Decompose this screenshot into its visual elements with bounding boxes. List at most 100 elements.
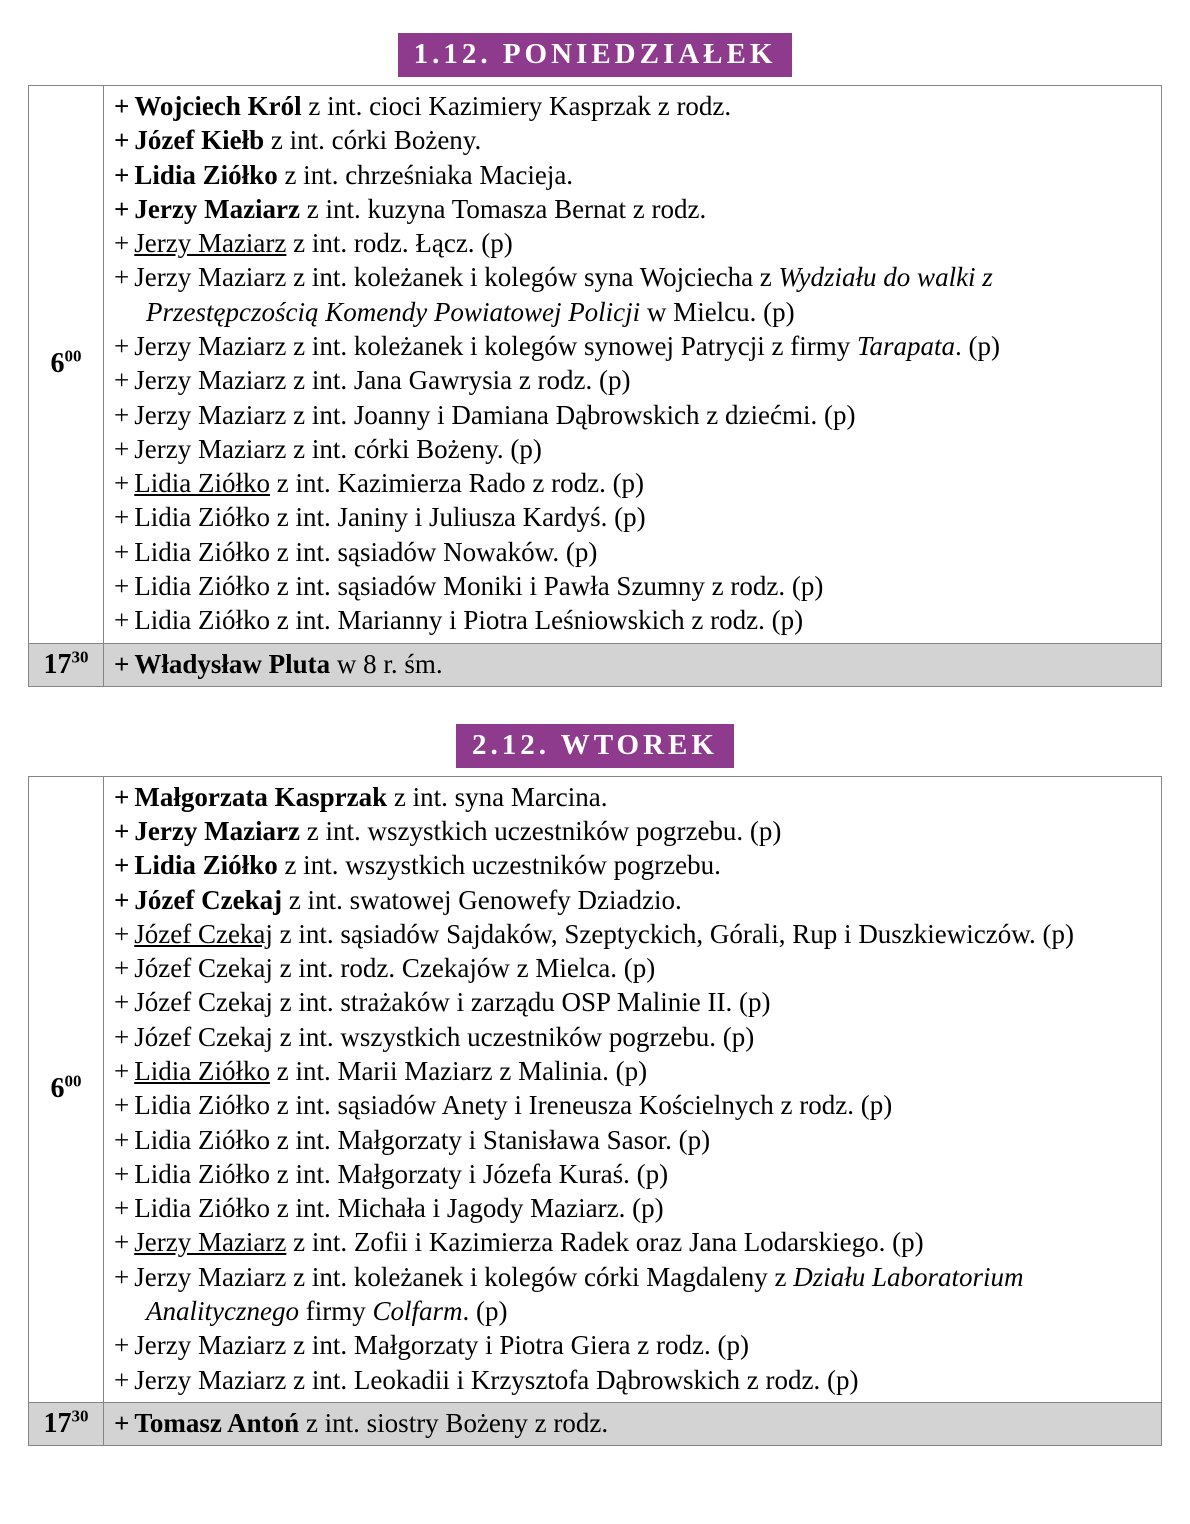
plus-marker: +	[114, 1056, 130, 1087]
intention-text: Lidia Ziółko z int. Janiny i Juliusza Ka…	[134, 502, 645, 532]
intention-segment: Jerzy Maziarz	[134, 193, 301, 224]
intention-text: Jerzy Maziarz z int. Małgorzaty i Piotra…	[134, 1330, 749, 1360]
plus-marker: +	[114, 884, 130, 915]
plus-marker: +	[114, 502, 130, 533]
intention-line: + Józef Czekaj z int. rodz. Czekajów z Mi…	[114, 951, 1153, 985]
intention-text: Jerzy Maziarz z int. Leokadii i Krzyszto…	[134, 1365, 858, 1395]
mass-intentions-cell: + Małgorzata Kasprzak z int. syna Marcina…	[103, 775, 1162, 1403]
intention-text: Jerzy Maziarz z int. koleżanek i kolegów…	[134, 262, 993, 326]
intention-segment: z int. córki Bożeny.	[264, 125, 482, 156]
intention-line: + Jerzy Maziarz z int. kuzyna Tomasza Ber…	[114, 192, 1153, 226]
intention-line: + Józef Czekaj z int. wszystkich uczestni…	[114, 1020, 1153, 1054]
intention-text: Lidia Ziółko z int. Małgorzaty i Józefa …	[134, 1159, 668, 1189]
intention-segment: Jerzy Maziarz z int. koleżanek i kolegów…	[134, 330, 857, 361]
mass-time-hour: 17	[43, 648, 72, 680]
intention-segment: z int. siostry Bożeny z rodz.	[299, 1407, 609, 1438]
intention-segment: Jerzy Maziarz	[134, 816, 301, 847]
intention-segment: Jerzy Maziarz z int. Małgorzaty i Piotra…	[134, 1330, 749, 1361]
intention-line: + Lidia Ziółko z int. Małgorzaty i Józefa…	[114, 1157, 1153, 1191]
mass-intentions-cell: + Władysław Pluta w 8 r. śm.	[103, 642, 1162, 687]
mass-row: 1730 + Władysław Pluta w 8 r. śm.	[28, 642, 1162, 687]
intention-line: + Jerzy Maziarz z int. Joanny i Damiana D…	[114, 398, 1153, 432]
intention-segment: Wojciech Król	[134, 91, 302, 121]
plus-marker: +	[114, 1407, 130, 1438]
intention-segment: Wydziału do walki z Przestępczością Kome…	[146, 262, 993, 327]
intention-line: + Władysław Pluta w 8 r. śm.	[114, 647, 1153, 681]
intention-segment: z int. Kazimierza Rado z rodz. (p)	[269, 468, 645, 499]
intention-segment: Lidia Ziółko z int. Marianny i Piotra Le…	[134, 605, 804, 636]
intention-text: Jerzy Maziarz z int. koleżanek i kolegów…	[134, 331, 1000, 361]
mass-time-minutes: 30	[71, 1406, 89, 1426]
intention-text: Józef Czekaj z int. wszystkich uczestnik…	[134, 1022, 754, 1052]
plus-marker: +	[114, 953, 130, 984]
intention-segment: Jerzy Maziarz z int. koleżanek i kolegów…	[134, 262, 779, 293]
intention-segment: . (p)	[955, 330, 1001, 361]
intention-segment: z int. swatowej Genowefy Dziadzio.	[282, 884, 682, 915]
intention-text: Jerzy Maziarz z int. koleżanek i kolegów…	[134, 1262, 1023, 1326]
intention-segment: Jerzy Maziarz z int. córki Bożeny. (p)	[134, 433, 542, 464]
plus-marker: +	[114, 1021, 130, 1052]
plus-marker: +	[114, 605, 130, 636]
mass-time: 1730	[28, 642, 104, 687]
plus-marker: +	[114, 1227, 130, 1258]
intention-segment: z int. syna Marcina.	[387, 781, 608, 812]
intention-segment: z int. sąsiadów Sajdaków, Szeptyckich, G…	[272, 918, 1074, 949]
intention-text: Tomasz Antoń z int. siostry Bożeny z rod…	[134, 1408, 608, 1438]
intention-segment: firmy	[298, 1296, 373, 1326]
intention-line: + Lidia Ziółko z int. sąsiadów Anety i Ir…	[114, 1088, 1153, 1122]
mass-time: 1730	[28, 1401, 104, 1447]
intention-segment: w Mielcu. (p)	[640, 296, 795, 327]
plus-marker: +	[114, 1124, 130, 1155]
intention-line: + Lidia Ziółko z int. wszystkich uczestni…	[114, 848, 1153, 882]
intention-line: + Jerzy Maziarz z int. Małgorzaty i Piotr…	[114, 1328, 1153, 1362]
plus-marker: +	[114, 365, 130, 396]
intention-segment: Jerzy Maziarz z int. Jana Gawrysia z rod…	[134, 365, 631, 396]
intention-text: Lidia Ziółko z int. sąsiadów Anety i Ire…	[134, 1090, 892, 1120]
intention-line: + Jerzy Maziarz z int. Jana Gawrysia z ro…	[114, 363, 1153, 397]
plus-marker: +	[114, 1261, 130, 1292]
plus-marker: +	[114, 850, 130, 881]
intention-text: Józef Czekaj z int. strażaków i zarządu …	[134, 987, 770, 1017]
mass-time-minutes: 00	[64, 346, 82, 366]
mass-schedule-table: 600 + Wojciech Król z int. cioci Kazimier…	[28, 85, 1162, 687]
intention-segment: z int. Zofii i Kazimierza Radek oraz Jan…	[286, 1227, 924, 1258]
intention-segment: Jerzy Maziarz z int. koleżanek i kolegów…	[134, 1261, 794, 1292]
intention-segment: Colfarm	[372, 1296, 463, 1326]
plus-marker: +	[114, 1090, 130, 1121]
intention-text: Józef Kiełb z int. córki Bożeny.	[134, 125, 481, 155]
intention-segment: Tarapata	[857, 330, 956, 361]
intention-segment: z int. wszystkich uczestników pogrzebu.	[277, 850, 721, 881]
intention-line: + Józef Kiełb z int. córki Bożeny.	[114, 123, 1153, 157]
intention-line: + Lidia Ziółko z int. Małgorzaty i Stanis…	[114, 1123, 1153, 1157]
intention-line: + Lidia Ziółko z int. Michała i Jagody Ma…	[114, 1191, 1153, 1225]
plus-marker: +	[114, 433, 130, 464]
intention-line: + Lidia Ziółko z int. Marianny i Piotra L…	[114, 603, 1153, 637]
plus-marker: +	[114, 159, 130, 190]
plus-marker: +	[114, 1193, 130, 1224]
intention-line: + Józef Czekaj z int. sąsiadów Sajdaków, …	[114, 917, 1153, 951]
mass-intentions-cell: + Tomasz Antoń z int. siostry Bożeny z ro…	[103, 1401, 1162, 1447]
day-badge: 1.12. PONIEDZIAŁEK	[397, 33, 793, 77]
day-section: 2.12. WTOREK 600 + Małgorzata Kasprzak z …	[28, 723, 1162, 1447]
plus-marker: +	[114, 330, 130, 361]
intention-segment: z int. cioci Kazimiery Kasprzak z rodz.	[301, 91, 732, 121]
intention-segment: Lidia Ziółko	[134, 468, 270, 499]
intention-segment: Lidia Ziółko z int. Janiny i Juliusza Ka…	[134, 502, 646, 533]
intention-text: Małgorzata Kasprzak z int. syna Marcina.	[134, 782, 607, 812]
mass-time-hour: 6	[50, 1073, 65, 1105]
plus-marker: +	[114, 399, 130, 430]
intention-segment: . (p)	[462, 1296, 508, 1326]
intention-text: Jerzy Maziarz z int. rodz. Łącz. (p)	[134, 228, 513, 258]
plus-marker: +	[114, 1330, 130, 1361]
plus-marker: +	[114, 262, 130, 293]
mass-time-minutes: 30	[71, 647, 89, 667]
mass-time: 600	[28, 775, 104, 1403]
intention-text: Józef Czekaj z int. swatowej Genowefy Dz…	[134, 885, 681, 915]
intention-segment: Władysław Pluta	[134, 648, 331, 679]
intention-text: Władysław Pluta w 8 r. śm.	[134, 649, 442, 679]
plus-marker: +	[114, 536, 130, 567]
intention-line: + Lidia Ziółko z int. Kazimierza Rado z r…	[114, 466, 1153, 500]
intention-segment: Małgorzata Kasprzak	[134, 781, 388, 812]
plus-marker: +	[114, 918, 130, 949]
